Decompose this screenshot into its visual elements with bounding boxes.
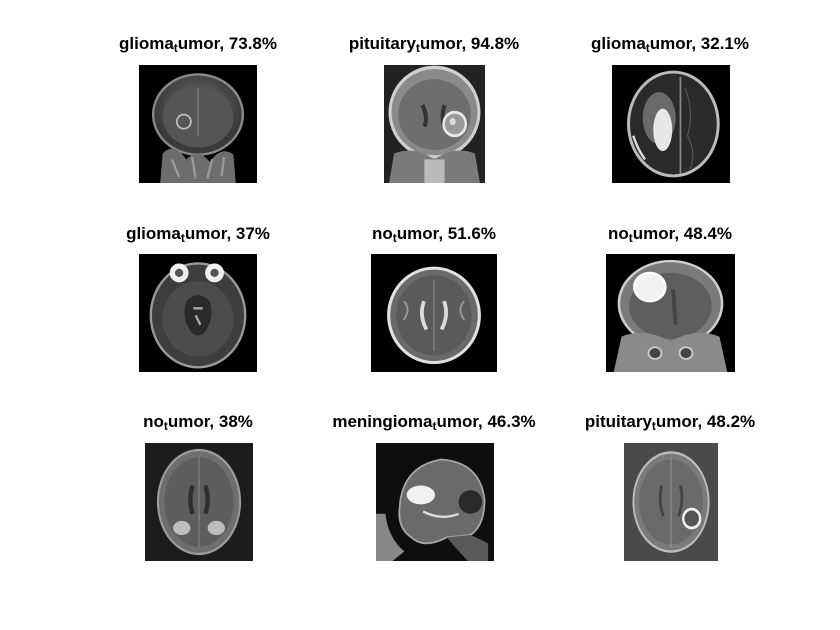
class-subscript: t	[651, 419, 656, 433]
confidence-score: , 48.4%	[674, 224, 732, 243]
class-suffix: umor	[436, 412, 479, 431]
class-subscript: t	[415, 41, 420, 55]
panel-title: pituitarytumor, 94.8%	[314, 34, 554, 55]
mri-image-5	[371, 254, 497, 372]
mri-image-7	[145, 443, 253, 561]
panel-8: meningiomatumor, 46.3%	[314, 412, 554, 592]
mri-image-4	[139, 254, 257, 372]
confidence-score: , 51.6%	[438, 224, 496, 243]
panel-1: gliomatumor, 73.8%	[78, 34, 318, 214]
panel-title: notumor, 48.4%	[550, 224, 790, 245]
panel-title: meningiomatumor, 46.3%	[314, 412, 554, 433]
mri-image-8	[376, 443, 494, 561]
class-suffix: umor	[655, 412, 698, 431]
panel-title: gliomatumor, 37%	[78, 224, 318, 245]
class-subscript: t	[392, 231, 397, 245]
panel-title: gliomatumor, 32.1%	[550, 34, 790, 55]
mri-image-9	[624, 443, 718, 561]
panel-2: pituitarytumor, 94.8%	[314, 34, 554, 214]
class-subscript: t	[163, 419, 168, 433]
panel-9: pituitarytumor, 48.2%	[550, 412, 790, 592]
panel-title: pituitarytumor, 48.2%	[550, 412, 790, 433]
class-suffix: umor	[184, 224, 227, 243]
class-subscript: t	[180, 231, 185, 245]
panel-3: gliomatumor, 32.1%	[550, 34, 790, 214]
class-subscript: t	[173, 41, 178, 55]
class-suffix: umor	[632, 224, 675, 243]
mri-image-2	[384, 65, 485, 183]
class-name: glioma	[118, 34, 174, 53]
confidence-score: , 94.8%	[461, 34, 520, 53]
class-subscript: t	[432, 419, 437, 433]
panel-title: notumor, 38%	[78, 412, 318, 433]
mri-image-3	[612, 65, 730, 183]
panel-title: gliomatumor, 73.8%	[78, 34, 318, 55]
class-subscript: t	[645, 41, 650, 55]
class-name: no	[143, 412, 164, 431]
mri-image-1	[139, 65, 257, 183]
class-suffix: umor	[167, 412, 210, 431]
class-name: glioma	[590, 34, 646, 53]
confidence-score: , 37%	[226, 224, 270, 243]
class-suffix: umor	[649, 34, 692, 53]
confidence-score: , 38%	[209, 412, 253, 431]
class-name: pituitary	[348, 34, 416, 53]
panel-title: notumor, 51.6%	[314, 224, 554, 245]
class-name: glioma	[126, 224, 181, 243]
confidence-score: , 73.8%	[219, 34, 277, 53]
mri-image-6	[606, 254, 735, 372]
panel-7: notumor, 38%	[78, 412, 318, 592]
class-name: no	[608, 224, 629, 243]
confidence-score: , 32.1%	[691, 34, 749, 53]
class-suffix: umor	[419, 34, 462, 53]
panel-4: gliomatumor, 37%	[78, 224, 318, 404]
panel-5: notumor, 51.6%	[314, 224, 554, 404]
confidence-score: , 46.3%	[478, 412, 536, 431]
class-name: no	[372, 224, 393, 243]
class-suffix: umor	[177, 34, 220, 53]
class-name: meningioma	[332, 412, 433, 431]
panel-6: notumor, 48.4%	[550, 224, 790, 404]
confidence-score: , 48.2%	[697, 412, 756, 431]
class-name: pituitary	[584, 412, 652, 431]
class-subscript: t	[628, 231, 633, 245]
class-suffix: umor	[396, 224, 439, 243]
